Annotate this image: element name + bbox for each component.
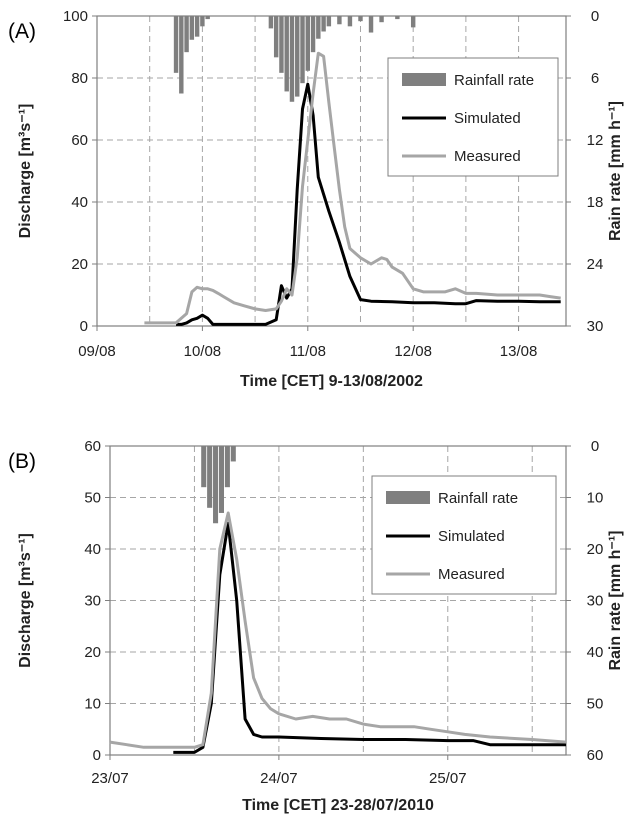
y-tick-label-left: 50 xyxy=(84,490,101,507)
legend-label: Simulated xyxy=(438,528,505,545)
y-tick-label-right: 60 xyxy=(587,747,604,764)
plot-frame xyxy=(96,15,567,327)
y-tick-label-left: 0 xyxy=(80,318,88,335)
rainfall-bar xyxy=(289,16,295,102)
measured-line xyxy=(144,51,561,325)
rainfall-bar xyxy=(326,16,332,27)
y-axis-label-right: Rain rate [mm h⁻¹] xyxy=(607,101,624,241)
rainfall-bar xyxy=(347,16,353,27)
rainfall-bar xyxy=(310,16,316,53)
rainfall-bar xyxy=(321,16,326,32)
rainfall-bar xyxy=(230,446,236,462)
legend-swatch-rainfall xyxy=(386,491,430,504)
rainfall-bar xyxy=(218,446,224,513)
simulated-line xyxy=(173,521,566,754)
y-axis-label-left: Discharge [m³s⁻¹] xyxy=(17,533,34,668)
y-tick-label-right: 30 xyxy=(587,593,604,610)
y-tick-label-left: 20 xyxy=(84,644,101,661)
rainfall-bar xyxy=(279,16,284,73)
rainfall-bar xyxy=(213,446,219,524)
x-tick-label: 09/08 xyxy=(78,343,116,360)
measured-line xyxy=(109,511,567,749)
x-tick-label: 10/08 xyxy=(184,343,222,360)
y-tick-label-right: 18 xyxy=(587,194,604,211)
rainfall-bar xyxy=(316,16,321,39)
x-tick-label: 24/07 xyxy=(260,770,298,787)
y-axis-label-left: Discharge [m³s⁻¹] xyxy=(17,104,34,239)
rainfall-bar xyxy=(179,16,184,94)
y-tick-label-right: 12 xyxy=(587,132,604,149)
y-tick-label-left: 60 xyxy=(71,132,88,149)
y-tick-label-left: 30 xyxy=(84,593,101,610)
legend-swatch-rainfall xyxy=(402,73,446,86)
panel-label: (B) xyxy=(8,450,36,473)
y-tick-label-left: 10 xyxy=(84,696,101,713)
y-tick-label-right: 6 xyxy=(591,70,599,87)
rainfall-bar xyxy=(224,446,230,488)
y-tick-label-left: 60 xyxy=(84,438,101,455)
rainfall-bar xyxy=(201,446,207,488)
rainfall-bar xyxy=(273,16,279,58)
x-tick-label: 23/07 xyxy=(91,770,129,787)
rainfall-bar xyxy=(358,16,363,22)
rainfall-bar xyxy=(284,16,289,92)
rainfall-bar xyxy=(173,16,179,73)
y-axis-label-right: Rain rate [mm h⁻¹] xyxy=(607,530,624,670)
y-tick-label-right: 10 xyxy=(587,490,604,507)
simulated-line xyxy=(176,82,561,326)
rainfall-bar xyxy=(305,16,310,71)
x-tick-label: 13/08 xyxy=(500,343,538,360)
y-tick-label-right: 0 xyxy=(591,438,599,455)
legend: Rainfall rate Simulated Measured xyxy=(371,475,557,595)
y-tick-label-right: 24 xyxy=(587,256,604,273)
x-axis-label: Time [CET] 9-13/08/2002 xyxy=(240,373,423,390)
y-tick-label-left: 20 xyxy=(71,256,88,273)
rainfall-bar xyxy=(337,16,342,25)
y-tick-label-right: 30 xyxy=(587,318,604,335)
x-tick-label: 25/07 xyxy=(429,770,467,787)
panel-b: (B) 0 10 20 30 40 50 60 0 10 20 30 40 50 60 23/07 24/07 2… xyxy=(8,438,624,814)
rainfall-bar xyxy=(268,16,274,29)
y-tick-label-left: 0 xyxy=(93,747,101,764)
panel-label: (A) xyxy=(8,20,36,43)
y-tick-label-left: 80 xyxy=(71,70,88,87)
legend-label: Rainfall rate xyxy=(438,490,518,507)
rainfall-bar xyxy=(200,16,205,27)
y-tick-label-left: 40 xyxy=(71,194,88,211)
rainfall-bar xyxy=(184,16,189,53)
x-tick-label: 11/08 xyxy=(290,343,326,360)
rainfall-bar xyxy=(410,16,416,28)
rainfall-bar xyxy=(395,16,400,20)
x-axis-label: Time [CET] 23-28/07/2010 xyxy=(242,797,434,814)
rainfall-bar xyxy=(194,16,200,37)
rainfall-bar xyxy=(207,446,213,508)
rainfall-bar xyxy=(295,16,300,97)
legend-label: Simulated xyxy=(454,110,521,127)
legend-label: Measured xyxy=(454,148,521,165)
panel-a: (A) 0 20 40 60 80 100 0 6 12 18 24 30 09/08 10/08 11/08… xyxy=(8,8,624,390)
y-tick-label-right: 20 xyxy=(587,541,604,558)
rainfall-bar xyxy=(300,16,305,84)
legend-label: Measured xyxy=(438,566,505,583)
rainfall-bar xyxy=(205,16,210,20)
y-tick-label-left: 40 xyxy=(84,541,101,558)
y-tick-label-right: 50 xyxy=(587,696,604,713)
legend-label: Rainfall rate xyxy=(454,72,534,89)
y-tick-label-left: 100 xyxy=(63,8,88,25)
y-tick-label-right: 40 xyxy=(587,644,604,661)
rainfall-bar xyxy=(368,16,374,33)
rainfall-bar xyxy=(189,16,195,40)
y-tick-label-right: 0 xyxy=(591,8,599,25)
legend: Rainfall rate Simulated Measured xyxy=(387,57,559,177)
x-tick-label: 12/08 xyxy=(394,343,432,360)
rainfall-bar xyxy=(379,16,384,23)
